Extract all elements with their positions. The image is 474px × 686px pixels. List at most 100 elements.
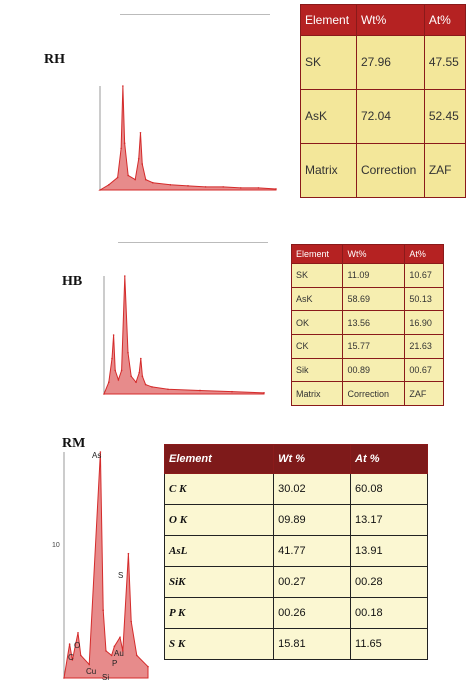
rm-cell: 09.89 — [273, 504, 352, 536]
hb-table-header-row: Element Wt% At% — [290, 243, 444, 265]
rm-spectrum-plot: C O Cu As Si P S Au 10 — [52, 448, 152, 686]
spectrum-point — [113, 645, 116, 648]
spectrum-point — [122, 85, 124, 87]
panel-label-rm: RM — [62, 436, 86, 451]
spectrum-point — [63, 677, 65, 679]
rh-plot-header-strip — [120, 14, 270, 15]
spectrum-point — [123, 142, 126, 144]
rm-header-element: Element — [163, 444, 275, 474]
rm-cell: 11.65 — [350, 628, 428, 660]
rm-cell: 30.02 — [273, 473, 352, 505]
spectrum-point — [275, 188, 277, 190]
peak-label: Cu — [86, 667, 96, 676]
rh-cell: 27.96 — [355, 34, 425, 90]
spectrum-point — [112, 334, 115, 336]
rh-cell: 47.55 — [423, 34, 467, 90]
hb-cell: 15.77 — [342, 334, 406, 359]
spectrum-point — [137, 158, 140, 160]
spectrum-point — [240, 187, 242, 189]
hb-header-at: At% — [404, 243, 444, 265]
rm-cell: 00.18 — [350, 597, 428, 629]
hb-cell: 50.13 — [404, 286, 444, 312]
spectrum-point — [152, 181, 154, 184]
rm-spectrum-svg: CO Cu As SiP S Au 10 — [52, 451, 149, 682]
hb-cell: SK — [290, 263, 344, 288]
spectrum-point — [111, 357, 113, 360]
spectrum-point — [119, 636, 121, 639]
hb-cell: 00.89 — [342, 357, 406, 383]
table-row: AsK 58.69 50.13 — [290, 286, 444, 312]
table-row: SK 27.96 47.55 — [300, 34, 467, 90]
spectrum-point — [102, 609, 104, 611]
spectrum-point — [130, 620, 132, 623]
rm-cell: 00.27 — [273, 566, 352, 598]
spectrum-point — [147, 665, 149, 668]
rm-cell: 41.77 — [273, 535, 352, 567]
spectrum-point — [187, 185, 189, 187]
hb-cell: Matrix — [290, 381, 344, 406]
hb-cell: Correction — [342, 381, 406, 406]
rm-cell: SiK — [163, 566, 275, 598]
rm-cell: 13.91 — [350, 535, 428, 567]
hb-cell: 00.67 — [404, 357, 444, 383]
spectrum-point — [105, 650, 107, 652]
rm-header-wt: Wt % — [273, 444, 352, 474]
hb-cell: Sik — [290, 357, 344, 383]
spectrum-point — [120, 147, 122, 150]
panel-label-hb: HB — [62, 274, 83, 289]
rm-header-at: At % — [350, 444, 428, 474]
rm-cell: 00.28 — [350, 566, 428, 598]
rh-cell: ZAF — [423, 142, 467, 199]
spectrum-point — [99, 189, 101, 191]
peak-label: C — [68, 653, 74, 662]
hb-cell: 58.69 — [342, 286, 406, 312]
hb-cell: ZAF — [404, 381, 444, 406]
rh-cell: SK — [300, 34, 357, 90]
spectrum-point — [108, 381, 110, 383]
hb-cell: 11.09 — [342, 263, 406, 288]
spectrum-series-line — [98, 85, 277, 191]
rm-table-header-row: Element Wt % At % — [163, 444, 428, 474]
spectrum-point — [144, 383, 147, 386]
hb-spectrum-svg — [103, 275, 265, 395]
table-row: S K 15.81 11.65 — [163, 628, 428, 660]
spectrum-point — [88, 663, 90, 666]
spectrum-point — [140, 357, 142, 360]
table-row: Sik 00.89 00.67 — [290, 357, 444, 383]
rm-cell: C K — [163, 473, 275, 505]
spectrum-point — [99, 451, 102, 453]
hb-cell: OK — [290, 310, 344, 336]
table-row: Matrix Correction ZAF — [290, 381, 444, 406]
spectrum-point — [71, 659, 74, 661]
rh-header-wt: Wt% — [355, 4, 425, 36]
spectrum-point — [204, 186, 207, 188]
y-tick-label: 10 — [52, 542, 60, 549]
spectrum-point — [134, 178, 136, 181]
spectrum-point — [231, 390, 233, 393]
spectrum-point — [263, 392, 265, 394]
rm-cell: O K — [163, 504, 275, 536]
rm-cell: 00.26 — [273, 597, 352, 629]
hb-header-wt: Wt% — [342, 243, 406, 265]
spectrum-point — [77, 632, 79, 634]
hb-cell: CK — [290, 334, 344, 359]
rh-cell: 52.45 — [423, 88, 467, 144]
rh-cell: AsK — [300, 88, 357, 144]
hb-cell: AsK — [290, 286, 344, 312]
peak-label: Si — [102, 673, 109, 682]
rm-composition-table: Element Wt % At % C K 30.02 60.08 O K 09… — [163, 444, 428, 660]
spectrum-point — [80, 654, 82, 657]
table-row: Matrix Correction ZAF — [300, 142, 467, 199]
peak-label: O — [74, 641, 80, 650]
hb-spectrum-plot — [98, 270, 268, 410]
panel-label-rh: RH — [44, 52, 65, 67]
rm-cell: 60.08 — [350, 473, 428, 505]
rm-cell: AsL — [163, 535, 275, 567]
table-row: CK 15.77 21.63 — [290, 334, 444, 359]
spectrum-point — [108, 184, 110, 186]
spectrum-point — [141, 163, 144, 165]
rm-cell: P K — [163, 597, 275, 629]
spectrum-point — [122, 650, 124, 652]
rh-composition-table: Element Wt% At% SK 27.96 47.55 AsK 72.04… — [300, 4, 467, 199]
table-row: SiK 00.27 00.28 — [163, 566, 428, 598]
